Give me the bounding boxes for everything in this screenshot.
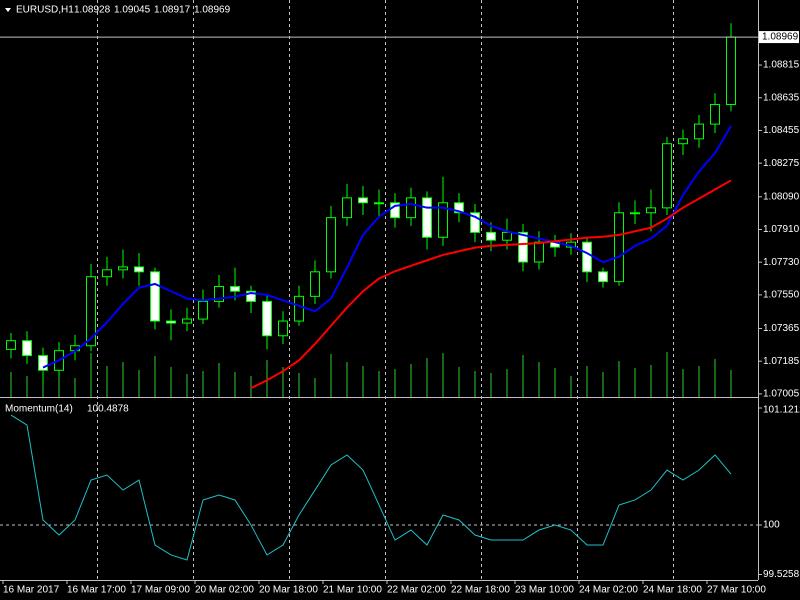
candle-body [534, 241, 544, 263]
y-tick-label: 1.08815 [763, 60, 800, 71]
price-label-box [759, 31, 799, 44]
candle-body [86, 276, 96, 347]
candle-body [294, 295, 304, 322]
moving-average [250, 179, 732, 389]
x-tick-label: 16 Mar 2017 [3, 585, 60, 596]
candle-body [422, 197, 432, 238]
y-tick-label: 1.08275 [763, 158, 800, 169]
x-tick-label: 23 Mar 10:00 [515, 585, 574, 596]
candle-body [502, 231, 512, 241]
x-tick-label: 20 Mar 02:00 [195, 585, 254, 596]
menu-arrow[interactable] [5, 8, 11, 12]
y-tick-label: 100 [763, 520, 780, 531]
y-tick-label: 1.07910 [763, 224, 800, 235]
chart-title: EURUSD,H1 [16, 5, 74, 16]
x-tick-label: 24 Mar 18:00 [643, 585, 702, 596]
candle-body [614, 212, 624, 283]
x-tick-label: 24 Mar 02:00 [579, 585, 638, 596]
candle-body [262, 300, 272, 337]
candle-body [374, 202, 384, 205]
x-tick-label: 17 Mar 09:00 [131, 585, 190, 596]
y-tick-label: 101.1212 [763, 405, 800, 416]
indicator-title: Momentum(14) [5, 404, 73, 415]
candle-body [150, 271, 160, 322]
candle-body [710, 103, 720, 125]
candle-body [38, 355, 48, 371]
candle-body [694, 123, 704, 140]
x-tick-label: 20 Mar 18:00 [259, 585, 318, 596]
candle-body [310, 271, 320, 297]
candle-body [390, 202, 400, 219]
x-tick-label: 16 Mar 17:00 [67, 585, 126, 596]
candle-body [598, 271, 608, 283]
y-tick-label: 1.07005 [763, 389, 800, 400]
moving-average [42, 125, 732, 369]
y-tick-label: 99.5258 [763, 569, 800, 580]
candle-body [582, 241, 592, 273]
candle-body [246, 290, 256, 302]
candle-body [230, 286, 240, 292]
candle-body [358, 197, 368, 204]
y-tick-label: 1.07365 [763, 323, 800, 334]
x-tick-label: 22 Mar 18:00 [451, 585, 510, 596]
x-tick-label: 27 Mar 10:00 [707, 585, 766, 596]
header-close: 1.08969 [194, 5, 231, 16]
y-tick-label: 1.07550 [763, 290, 800, 301]
y-tick-label: 1.08635 [763, 92, 800, 103]
candle-body [198, 300, 208, 320]
candle-body [678, 138, 688, 145]
price-label: 1.08969 [762, 32, 799, 43]
candle-body [518, 231, 528, 263]
candle-body [214, 286, 224, 302]
candle-body [470, 212, 480, 233]
candle-body [6, 340, 16, 350]
candle-body [630, 212, 640, 215]
y-tick-label: 1.07185 [763, 356, 800, 367]
candle-body [166, 320, 176, 324]
y-tick-label: 1.07730 [763, 257, 800, 268]
candle-body [102, 269, 112, 278]
header-low: 1.08917 [154, 5, 191, 16]
candle-body [454, 202, 464, 214]
candle-body [438, 202, 448, 238]
x-tick-label: 22 Mar 02:00 [387, 585, 446, 596]
indicator-value: 100.4878 [87, 404, 129, 415]
y-tick-label: 1.08455 [763, 125, 800, 136]
candle-body [118, 266, 128, 271]
candle-body [134, 266, 144, 273]
candle-body [726, 36, 736, 105]
momentum-line [10, 414, 732, 561]
candle-body [22, 340, 32, 357]
candle-body [278, 320, 288, 337]
candle-body [406, 197, 416, 219]
x-tick-label: 21 Mar 10:00 [323, 585, 382, 596]
header-high: 1.09045 [114, 5, 151, 16]
y-tick-label: 1.08090 [763, 191, 800, 202]
candle-body [182, 318, 192, 324]
candle-body [646, 207, 656, 214]
candle-body [342, 197, 352, 219]
header-open: 1.08928 [74, 5, 111, 16]
candle-body [326, 217, 336, 273]
candle-body [662, 143, 672, 209]
candle-body [486, 231, 496, 241]
